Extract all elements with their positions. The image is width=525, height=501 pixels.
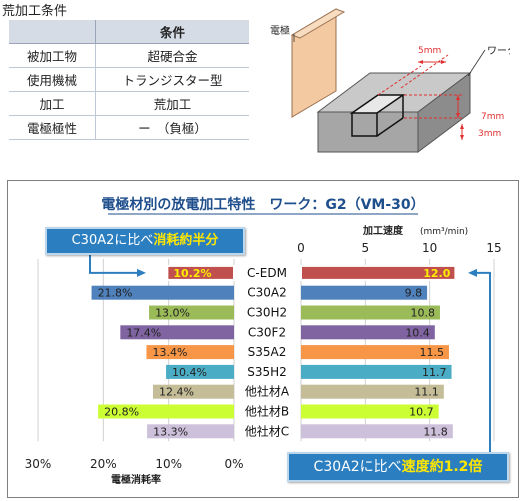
category-label: C30H2 (247, 306, 287, 320)
left-bar-value: 10.2% (173, 267, 211, 280)
left-tick-label: 0% (224, 457, 243, 471)
category-label: S35A2 (248, 345, 287, 359)
callout-right-highlight: 速度約1.2倍 (401, 459, 483, 475)
right-tick-label: 15 (486, 241, 501, 255)
left-callout-arrowhead (137, 268, 146, 277)
right-bar-value: 9.8 (405, 287, 423, 300)
dim-depth-label: 3mm (478, 129, 501, 139)
callout-left: C30A2に比べ消耗約半分 (45, 227, 245, 255)
chart-title: 電極材別の放電加工特性 ワーク：G2（VM-30） (101, 196, 424, 213)
table-header-condition: 条件 (95, 20, 249, 44)
right-bar-value: 11.5 (419, 346, 444, 359)
right-bar-value: 11.8 (423, 425, 448, 438)
right-bar-value: 11.1 (414, 386, 439, 399)
left-bar-value: 21.8% (98, 287, 133, 300)
left-tick-label: 20% (90, 457, 117, 471)
row-value: 荒加工 (95, 91, 249, 116)
left-bar-value: 12.4% (159, 386, 194, 399)
table-row: 電極極性 ー （負極） (9, 115, 249, 140)
callout-right: C30A2に比べ速度約1.2倍 (287, 452, 509, 482)
work-label: ワーク (487, 45, 510, 57)
left-tick-label: 10% (155, 457, 182, 471)
row-value: トランジスター型 (95, 67, 249, 92)
right-tick-label: 0 (297, 241, 305, 255)
category-label: 他社材C (245, 423, 289, 438)
left-bar (98, 404, 235, 419)
dim-height-label: 7mm (481, 112, 504, 122)
right-bar-value: 12.0 (423, 267, 450, 280)
left-tick-label: 30% (25, 457, 52, 471)
category-label: C-EDM (247, 266, 287, 280)
chart-panel: 電極材別の放電加工特性 ワーク：G2（VM-30） 加工速度 (mm³/min) 0 5… (7, 180, 519, 498)
right-callout-arrowhead (468, 268, 477, 277)
right-bar-value: 10.4 (405, 326, 430, 339)
left-bar (166, 364, 234, 379)
left-bar (152, 384, 234, 399)
right-tick-label: 10 (422, 241, 437, 255)
right-bar-value: 10.8 (410, 307, 435, 320)
category-label: S35H2 (247, 365, 287, 379)
right-bar (301, 364, 452, 379)
category-label: 他社材B (245, 404, 289, 419)
workpiece-side (417, 72, 471, 153)
right-axis-label: 加工速度 (362, 224, 404, 237)
left-bar-value: 13.4% (152, 346, 187, 359)
right-axis-unit: (mm³/min) (420, 227, 468, 237)
left-bar-value: 17.4% (126, 326, 161, 339)
table-header-row: 条件 (9, 20, 249, 44)
right-bar-value: 10.7 (409, 406, 434, 419)
row-label: 加工 (9, 91, 96, 116)
dim-width-label: 5mm (418, 46, 441, 56)
left-bar-value: 20.8% (104, 406, 139, 419)
callout-left-highlight: 消耗約半分 (153, 233, 219, 248)
left-axis-label: 電極消耗率 (111, 473, 161, 486)
right-bar (301, 404, 439, 419)
left-bar-value: 13.3% (153, 425, 188, 438)
right-bar (301, 325, 435, 340)
left-bar (166, 264, 235, 281)
callout-left-prefix: C30A2に比べ (71, 233, 154, 248)
left-bar-value: 13.0% (155, 307, 190, 320)
table-row: 加工 荒加工 (9, 91, 249, 116)
conditions-title: 荒加工条件 (2, 4, 68, 19)
left-bar (147, 424, 234, 439)
right-bar (301, 424, 453, 439)
right-bar-value: 11.7 (422, 366, 447, 379)
category-label: C30F2 (248, 325, 286, 339)
category-label: C30A2 (247, 286, 287, 300)
row-value: ー （負極） (95, 115, 249, 140)
left-bar (146, 345, 234, 360)
left-bar-value: 10.4% (172, 366, 207, 379)
electrode-label: 電極 (270, 24, 290, 37)
right-bar (301, 384, 444, 399)
row-value: 超硬合金 (95, 43, 249, 68)
row-label: 電極極性 (9, 115, 96, 140)
left-bar (149, 305, 234, 320)
conditions-table: 条件 被加工物 超硬合金 使用機械 トランジスター型 加工 荒加工 電極極性 ー… (9, 20, 249, 140)
right-tick-label: 5 (362, 241, 370, 255)
left-callout-connector (89, 252, 138, 274)
table-row: 被加工物 超硬合金 (9, 43, 249, 68)
row-label: 使用機械 (9, 67, 96, 92)
chart-svg: 電極材別の放電加工特性 ワーク：G2（VM-30） 加工速度 (mm³/min) 0 5… (25, 196, 502, 486)
right-bar (301, 305, 440, 320)
right-callout-connector (475, 271, 491, 453)
callout-right-prefix: C30A2に比べ (313, 459, 402, 475)
left-bar (120, 325, 234, 340)
right-bar (301, 285, 428, 300)
table-row: 使用機械 トランジスター型 (9, 67, 249, 92)
category-label: 他社材A (245, 384, 290, 399)
row-label: 被加工物 (9, 43, 96, 68)
machining-diagram: 電極 ワーク 5mm 7mm 3mm (270, 8, 510, 153)
right-bar (301, 345, 449, 360)
left-bar (91, 285, 234, 300)
table-header-empty (9, 20, 96, 44)
right-bar (300, 264, 457, 281)
